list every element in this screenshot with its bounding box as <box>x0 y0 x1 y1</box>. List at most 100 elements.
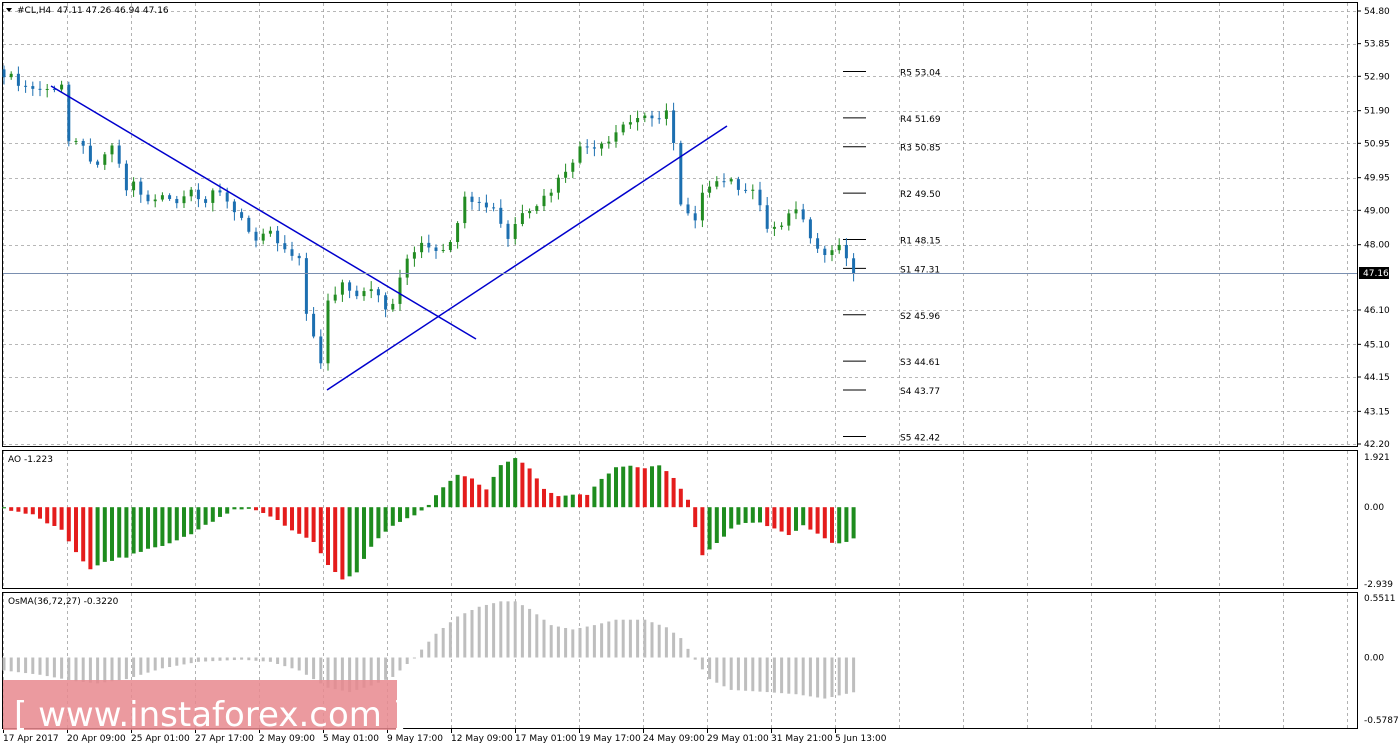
ao-axis-label: -2.939 <box>1364 580 1393 590</box>
current-price-label: 47.16 <box>1363 269 1389 279</box>
ao-bar <box>174 507 179 541</box>
ao-bar <box>556 496 561 508</box>
current-price-badge <box>1359 267 1389 279</box>
osma-bar <box>124 657 128 680</box>
ao-bar <box>124 507 129 558</box>
price-tick-label: 44.15 <box>1364 373 1390 383</box>
candle-body <box>81 140 85 146</box>
osma-bar <box>808 657 812 697</box>
candle-body <box>657 118 661 120</box>
osma-bar <box>189 657 193 664</box>
candle-body <box>261 233 265 241</box>
dropdown-arrow-icon[interactable] <box>6 8 12 12</box>
osma-bar <box>283 657 287 667</box>
osma-bar <box>391 657 395 677</box>
pivot-label: R4 51.69 <box>900 115 941 125</box>
candle-body <box>736 179 740 190</box>
osma-bar <box>52 657 56 678</box>
candle-body <box>729 179 733 182</box>
time-tick-label: 20 Apr 09:00 <box>67 734 126 744</box>
candlestick-series <box>2 65 856 371</box>
candle-body <box>24 85 28 87</box>
osma-bar <box>794 657 798 695</box>
osma-bar <box>578 627 582 658</box>
time-tick-label: 17 Apr 2017 <box>3 734 59 744</box>
ao-bar <box>9 507 14 511</box>
candle-body <box>196 189 200 200</box>
osma-bar <box>67 657 71 680</box>
ao-bar <box>261 507 266 513</box>
osma-bar <box>772 657 776 693</box>
ao-bar <box>549 492 554 508</box>
osma-bar <box>477 606 481 658</box>
pivot-label: S3 44.61 <box>900 358 940 368</box>
osma-axis-label: 0.00 <box>1364 654 1384 664</box>
downtrend-line[interactable] <box>50 85 477 340</box>
candle-body <box>564 171 568 178</box>
price-tick-label: 53.85 <box>1364 40 1390 50</box>
candle-body <box>830 250 834 255</box>
osma-bar <box>499 601 503 658</box>
uptrend-line[interactable] <box>326 125 728 391</box>
ohlc-label: 47.11 47.26 46.94 47.16 <box>57 6 169 16</box>
ao-bar <box>614 467 618 508</box>
osma-bar <box>160 657 164 669</box>
ao-bar <box>362 507 366 559</box>
candle-body <box>189 189 193 197</box>
osma-bar <box>268 657 272 662</box>
symbol-label: #CL,H4 <box>17 6 51 16</box>
ao-bar <box>707 507 712 550</box>
candle-body <box>672 110 676 143</box>
ao-bar <box>376 507 381 539</box>
ao-bar <box>2 507 6 509</box>
candle-body <box>168 195 172 199</box>
candle-body <box>297 255 301 259</box>
pivot-label: S1 47.31 <box>900 265 940 275</box>
candle-body <box>384 295 388 310</box>
osma-bar <box>657 624 661 658</box>
watermark-text: [ www.instaforex.com ] <box>14 695 406 735</box>
ao-bar <box>52 507 57 526</box>
osma-bar <box>168 657 172 668</box>
candle-body <box>427 242 431 248</box>
candle-body <box>2 69 6 78</box>
ao-bar <box>232 507 237 510</box>
ao-bar <box>441 487 446 508</box>
candle-body <box>492 207 496 209</box>
osma-bar <box>81 657 85 682</box>
watermark-background <box>3 680 397 730</box>
candle-body <box>391 303 395 310</box>
candle-body <box>405 258 409 278</box>
ao-bar <box>74 507 78 553</box>
ao-bar <box>340 507 345 580</box>
osma-bar <box>297 657 301 671</box>
osma-bar <box>175 657 179 666</box>
candle-body <box>348 282 352 291</box>
ao-bar <box>189 507 194 535</box>
ao-bar <box>520 462 525 508</box>
candle-body <box>744 189 748 191</box>
ao-bar <box>354 507 359 573</box>
osma-bar <box>276 657 280 664</box>
candle-body <box>103 154 107 165</box>
ao-bar <box>822 507 827 539</box>
osma-bar <box>355 657 359 690</box>
price-axis: 54.80 53.85 52.90 51.90 50.95 49.95 49.00 48.00… <box>1357 7 1398 726</box>
ao-bar <box>59 507 64 530</box>
candle-body <box>355 290 359 297</box>
time-tick-label: 24 May 09:00 <box>643 734 705 744</box>
osma-bar <box>456 616 460 658</box>
candle-body <box>139 181 143 195</box>
osma-bar <box>585 626 589 658</box>
osma-bar <box>196 657 200 662</box>
price-tick-label: 52.90 <box>1364 72 1390 82</box>
osma-bar <box>780 657 784 694</box>
osma-bar <box>312 657 316 680</box>
candle-body <box>240 212 244 218</box>
ao-bar <box>153 507 158 548</box>
osma-bar <box>628 619 632 658</box>
candle-body <box>218 190 222 193</box>
ao-bar <box>297 507 302 534</box>
candle-body <box>823 248 827 255</box>
